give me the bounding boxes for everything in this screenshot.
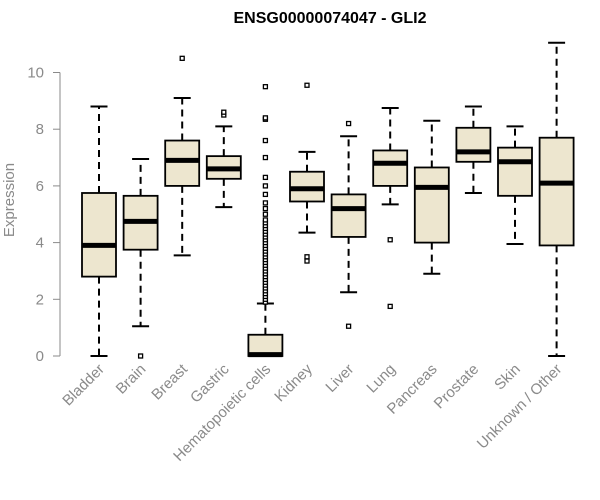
box-breast [164,55,201,257]
box-iqr [538,136,575,247]
outlier-point [304,254,310,260]
y-tick-label: 4 [36,235,44,252]
outlier-point [262,211,269,217]
category-label: Lung [363,361,399,397]
y-axis-ticks: 0 2 4 6 8 10 [27,65,60,365]
outlier-point [345,323,352,329]
outlier-point [262,174,269,181]
outlier-point [262,205,269,212]
box-gastric [205,109,242,209]
category-label: Brain [113,361,150,398]
outlier-point [221,109,227,115]
outlier-point [387,237,393,243]
box-skin [497,125,533,246]
box-iqr [497,146,533,197]
outlier-point [262,183,269,189]
category-label: Skin [491,361,524,394]
outlier-point [262,217,269,223]
y-tick-label: 6 [36,178,44,195]
outlier-point [262,154,269,161]
box-series [81,41,575,359]
box-liver [330,120,367,329]
outlier-point [262,191,269,198]
box-iqr [164,139,201,187]
outlier-point [262,84,269,90]
outlier-point [262,200,269,206]
box-kidney [289,82,325,264]
box-iqr [81,192,117,278]
y-tick-label: 10 [27,65,44,82]
outlier-point [304,82,310,88]
category-label: Kidney [271,360,316,405]
box-pancreas [413,119,450,275]
box-iqr [330,193,367,238]
chart-title: ENSG00000074047 - GLI2 [233,10,426,27]
category-label: Bladder [59,361,108,410]
box-lung [372,106,409,310]
box-iqr [455,126,492,163]
box-hematopoietic-cells [247,84,284,358]
outlier-point [304,258,310,264]
box-unknown-other [538,41,575,357]
box-brain [122,157,159,359]
y-axis-label: Expression [1,163,18,237]
category-label: Prostate [431,361,483,413]
outlier-point [387,303,393,310]
y-tick-label: 2 [36,291,44,308]
outlier-point [179,55,185,61]
category-label: Breast [148,360,191,403]
box-prostate [455,105,492,194]
y-tick-label: 8 [36,121,44,138]
box-iqr [413,166,450,244]
category-label: Liver [322,361,357,396]
y-tick-label: 0 [36,348,44,365]
outlier-point [137,353,144,359]
box-bladder [81,105,117,357]
outlier-point [262,137,269,144]
box-iqr [372,149,409,187]
outlier-point [345,120,352,127]
outlier-point [262,115,269,121]
